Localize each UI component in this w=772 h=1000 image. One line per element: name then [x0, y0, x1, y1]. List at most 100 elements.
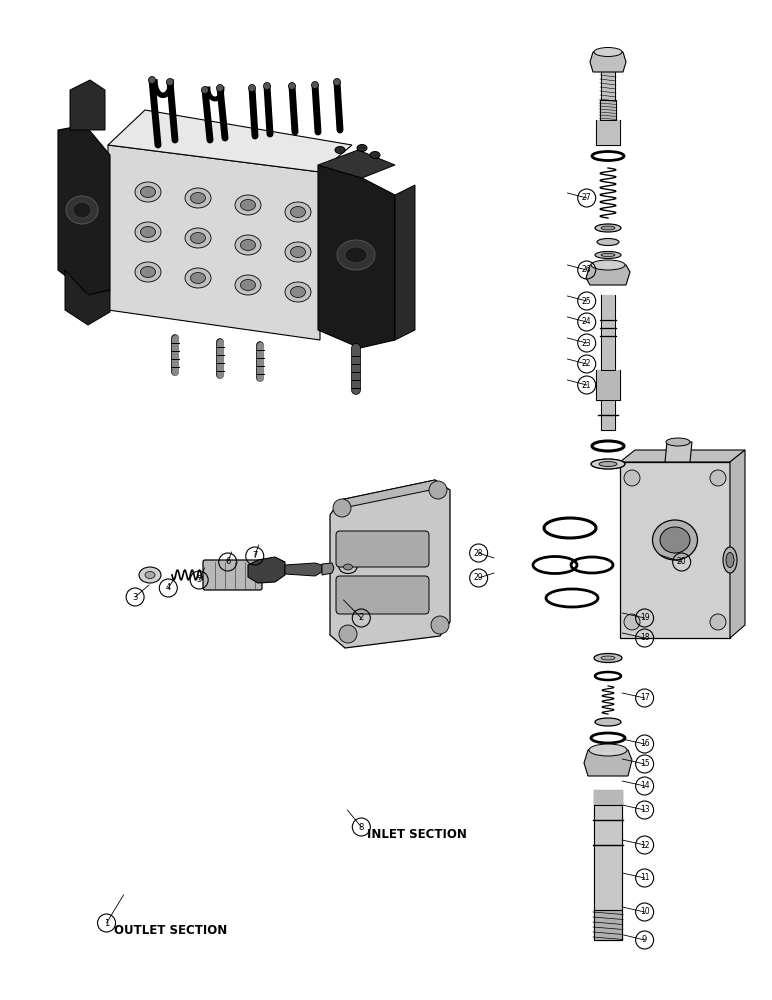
- Ellipse shape: [285, 282, 311, 302]
- Circle shape: [289, 83, 296, 90]
- Ellipse shape: [191, 192, 205, 204]
- Ellipse shape: [145, 572, 155, 578]
- Ellipse shape: [285, 202, 311, 222]
- Text: 26: 26: [582, 265, 591, 274]
- Ellipse shape: [339, 560, 357, 574]
- Ellipse shape: [589, 744, 627, 756]
- Circle shape: [429, 481, 447, 499]
- Polygon shape: [340, 480, 445, 507]
- Polygon shape: [584, 750, 632, 776]
- Polygon shape: [322, 563, 334, 575]
- Text: INLET SECTION: INLET SECTION: [367, 828, 466, 842]
- Text: 19: 19: [640, 613, 649, 622]
- Circle shape: [249, 85, 256, 92]
- Circle shape: [339, 625, 357, 643]
- Polygon shape: [318, 150, 395, 178]
- Text: 21: 21: [582, 380, 591, 389]
- Polygon shape: [330, 480, 450, 648]
- Polygon shape: [590, 52, 626, 72]
- Text: 15: 15: [640, 760, 649, 768]
- Text: 18: 18: [640, 634, 649, 643]
- Ellipse shape: [235, 275, 261, 295]
- Text: 27: 27: [582, 194, 591, 202]
- Circle shape: [710, 614, 726, 630]
- Ellipse shape: [601, 656, 615, 660]
- Polygon shape: [108, 110, 352, 172]
- Ellipse shape: [241, 279, 256, 290]
- Text: 28: 28: [474, 548, 483, 558]
- Text: 8: 8: [359, 822, 364, 832]
- Polygon shape: [65, 270, 110, 325]
- Ellipse shape: [595, 224, 621, 232]
- Ellipse shape: [595, 251, 621, 258]
- Text: 12: 12: [640, 840, 649, 850]
- Polygon shape: [285, 563, 322, 576]
- Ellipse shape: [290, 286, 306, 298]
- Ellipse shape: [345, 247, 367, 263]
- Circle shape: [263, 83, 270, 90]
- Polygon shape: [620, 462, 730, 638]
- Circle shape: [334, 79, 340, 86]
- Polygon shape: [318, 165, 395, 348]
- Circle shape: [311, 82, 319, 89]
- Ellipse shape: [597, 238, 619, 245]
- Ellipse shape: [666, 438, 690, 446]
- Text: 22: 22: [582, 360, 591, 368]
- FancyBboxPatch shape: [336, 576, 429, 614]
- Text: 6: 6: [225, 558, 230, 566]
- Ellipse shape: [599, 462, 617, 466]
- Text: 10: 10: [640, 908, 649, 916]
- Ellipse shape: [594, 654, 622, 662]
- Ellipse shape: [601, 226, 615, 230]
- Text: 24: 24: [582, 318, 591, 326]
- Circle shape: [624, 470, 640, 486]
- Circle shape: [333, 499, 351, 517]
- Ellipse shape: [135, 222, 161, 242]
- Ellipse shape: [344, 564, 353, 570]
- Text: 17: 17: [640, 694, 649, 702]
- Circle shape: [431, 616, 449, 634]
- Polygon shape: [665, 442, 692, 462]
- Text: 9: 9: [642, 936, 647, 944]
- Text: 20: 20: [677, 558, 686, 566]
- Ellipse shape: [235, 235, 261, 255]
- Ellipse shape: [191, 272, 205, 284]
- Ellipse shape: [723, 547, 737, 573]
- Ellipse shape: [652, 520, 697, 560]
- Polygon shape: [108, 145, 320, 340]
- Ellipse shape: [185, 188, 211, 208]
- Ellipse shape: [335, 146, 345, 153]
- Ellipse shape: [357, 144, 367, 151]
- Circle shape: [216, 85, 224, 92]
- Ellipse shape: [139, 567, 161, 583]
- Circle shape: [624, 614, 640, 630]
- Ellipse shape: [591, 260, 625, 270]
- Ellipse shape: [135, 182, 161, 202]
- Text: 1: 1: [104, 918, 109, 928]
- Text: 13: 13: [640, 806, 649, 814]
- Circle shape: [148, 77, 155, 84]
- Ellipse shape: [135, 262, 161, 282]
- Text: 4: 4: [166, 584, 171, 592]
- Ellipse shape: [191, 232, 205, 243]
- Ellipse shape: [290, 207, 306, 218]
- Text: 29: 29: [474, 574, 483, 582]
- FancyBboxPatch shape: [203, 560, 262, 590]
- Ellipse shape: [73, 202, 91, 218]
- Text: 16: 16: [640, 740, 649, 748]
- Ellipse shape: [591, 459, 625, 469]
- Polygon shape: [58, 125, 110, 295]
- Circle shape: [710, 470, 726, 486]
- Text: 14: 14: [640, 782, 649, 790]
- Ellipse shape: [235, 195, 261, 215]
- Text: 5: 5: [197, 576, 201, 584]
- Ellipse shape: [141, 227, 155, 237]
- Ellipse shape: [290, 246, 306, 257]
- Circle shape: [201, 87, 208, 94]
- Polygon shape: [70, 80, 105, 130]
- FancyBboxPatch shape: [336, 531, 429, 567]
- Text: 2: 2: [359, 613, 364, 622]
- Text: OUTLET SECTION: OUTLET SECTION: [114, 924, 228, 936]
- Ellipse shape: [185, 268, 211, 288]
- Polygon shape: [730, 450, 745, 638]
